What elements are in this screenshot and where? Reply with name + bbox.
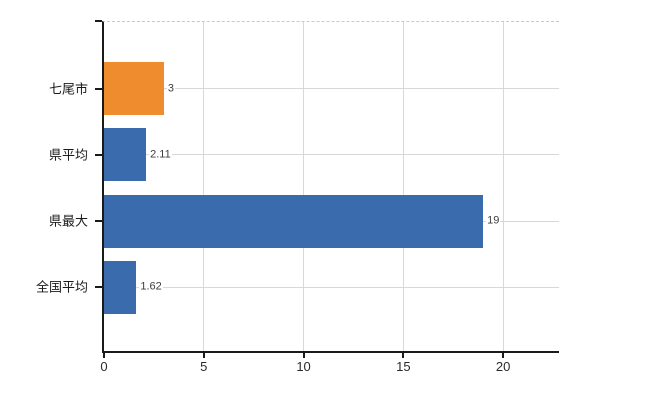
x-axis-tick-label: 0 (100, 359, 108, 374)
y-axis-tick (95, 220, 102, 223)
horizontal-gridline (104, 88, 559, 89)
x-axis-tick-label: 5 (200, 359, 208, 374)
vertical-gridline (203, 22, 205, 351)
vertical-gridline (402, 22, 404, 351)
y-axis-tick (95, 286, 102, 289)
bar-value-label: 3 (166, 82, 175, 94)
x-axis-tick (202, 353, 205, 358)
category-label: 県最大 (48, 213, 88, 229)
category-label: 七尾市 (48, 81, 88, 96)
chart-bar (104, 128, 147, 182)
category-label: 県平均 (48, 147, 88, 163)
vertical-gridline (502, 22, 504, 351)
chart-bar (104, 194, 484, 248)
x-axis-tick-label: 10 (296, 359, 311, 374)
horizontal-gridline (104, 154, 559, 156)
category-label: 全国平均 (35, 279, 88, 295)
bar-value-label: 19 (486, 214, 501, 227)
chart-bar (104, 260, 137, 314)
x-axis-tick-label: 20 (495, 359, 511, 374)
chart-bar (104, 62, 164, 115)
y-axis-top-tick (95, 20, 102, 22)
plot-area: 3 2.11 19 1.62 (102, 21, 559, 353)
x-axis-tick (302, 353, 305, 358)
x-axis-tick (502, 353, 505, 358)
bar-value-label: 2.11 (149, 148, 172, 161)
vertical-gridline (303, 22, 305, 351)
y-axis-tick (95, 153, 102, 156)
bar-value-label: 1.62 (139, 280, 163, 293)
y-axis-tick (95, 87, 102, 90)
x-axis-tick (103, 353, 105, 358)
horizontal-gridline (104, 286, 559, 288)
x-axis-tick (402, 353, 405, 358)
x-axis-tick-label: 15 (396, 359, 411, 374)
